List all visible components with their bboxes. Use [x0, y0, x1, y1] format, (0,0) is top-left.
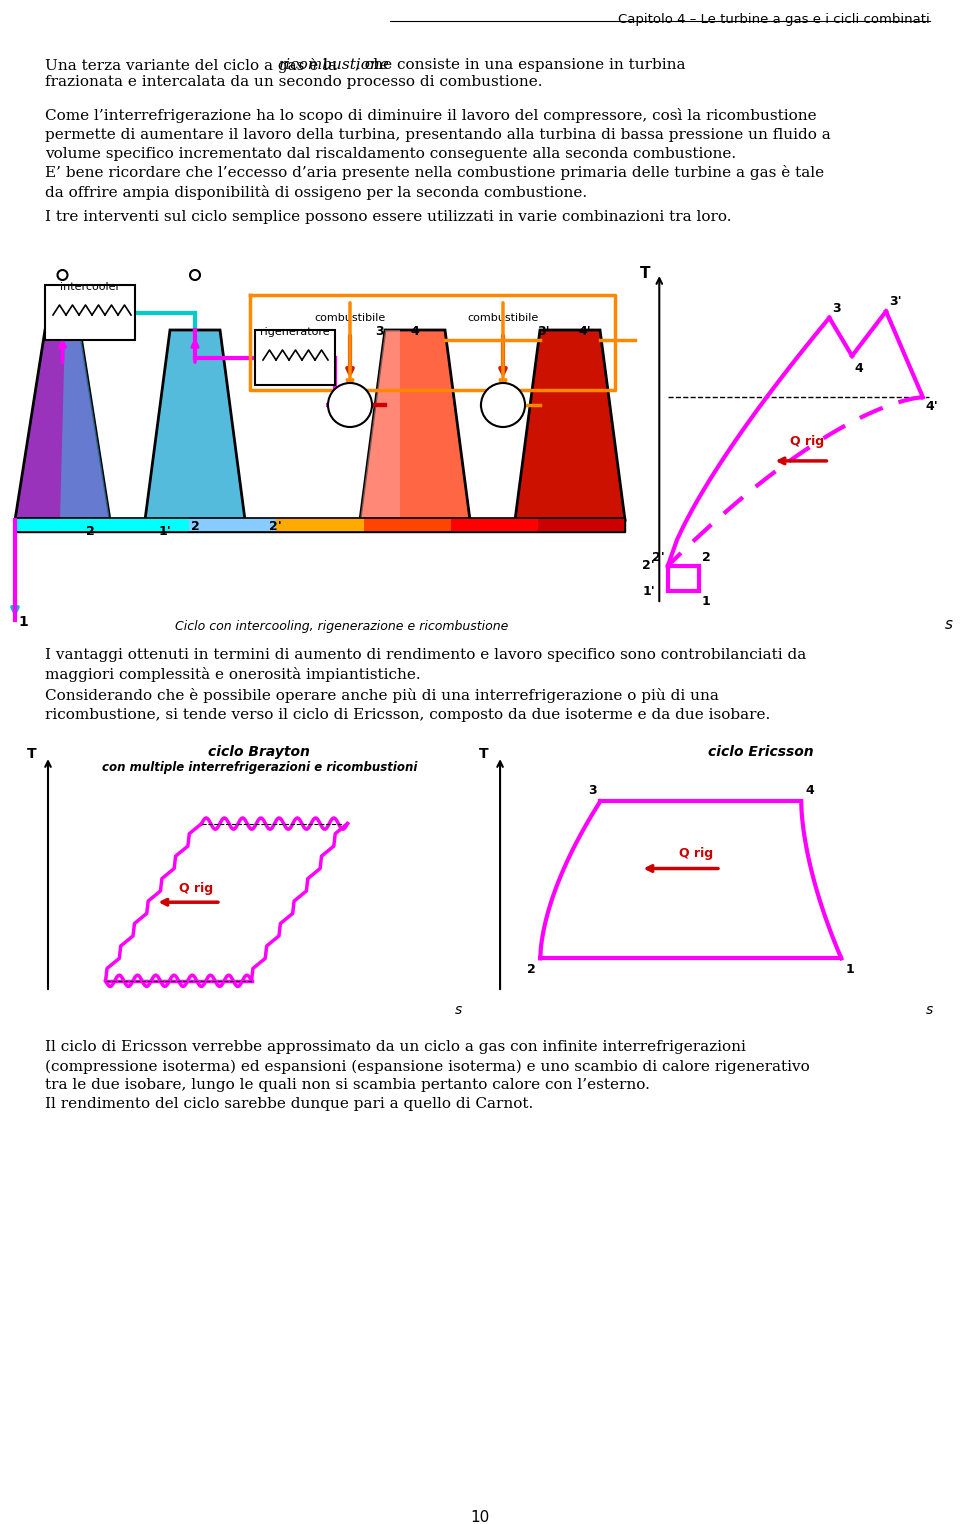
- Text: intercooler: intercooler: [60, 282, 120, 293]
- Text: T: T: [640, 265, 651, 280]
- Polygon shape: [15, 331, 110, 520]
- Text: 1': 1': [158, 524, 172, 538]
- Text: Il ciclo di Ericsson verrebbe approssimato da un ciclo a gas con infinite interr: Il ciclo di Ericsson verrebbe approssima…: [45, 1039, 809, 1111]
- Text: Considerando che è possibile operare anche più di una interrefrigerazione o più : Considerando che è possibile operare anc…: [45, 687, 770, 722]
- Polygon shape: [145, 331, 245, 520]
- Text: s: s: [926, 1003, 933, 1017]
- Circle shape: [481, 383, 525, 427]
- Text: frazionata e intercalata da un secondo processo di combustione.: frazionata e intercalata da un secondo p…: [45, 75, 542, 88]
- Text: 3: 3: [375, 325, 384, 338]
- Text: Come l’interrefrigerazione ha lo scopo di diminuire il lavoro del compressore, c: Come l’interrefrigerazione ha lo scopo d…: [45, 108, 830, 162]
- Text: 1: 1: [18, 616, 28, 629]
- Text: 2': 2': [652, 552, 665, 564]
- Bar: [45, 285, 135, 340]
- Text: E’ bene ricordare che l’eccesso d’aria presente nella combustione primaria delle: E’ bene ricordare che l’eccesso d’aria p…: [45, 165, 824, 200]
- Text: 10: 10: [470, 1510, 490, 1524]
- Bar: [15, 518, 625, 532]
- Bar: [450, 518, 538, 532]
- Text: 3: 3: [588, 783, 596, 797]
- Text: Q rig: Q rig: [789, 436, 824, 448]
- Polygon shape: [60, 331, 110, 520]
- Text: ciclo Ericsson: ciclo Ericsson: [708, 745, 814, 759]
- Text: 2': 2': [642, 559, 655, 573]
- Text: I tre interventi sul ciclo semplice possono essere utilizzati in varie combinazi: I tre interventi sul ciclo semplice poss…: [45, 210, 732, 224]
- Text: 4': 4': [925, 401, 939, 413]
- Circle shape: [190, 270, 200, 280]
- Text: con multiple interrefrigerazioni e ricombustioni: con multiple interrefrigerazioni e ricom…: [102, 760, 417, 774]
- Bar: [102, 518, 189, 532]
- Text: , che consiste in una espansione in turbina: , che consiste in una espansione in turb…: [355, 58, 685, 72]
- Text: s: s: [455, 1003, 463, 1017]
- Bar: [255, 331, 335, 386]
- Text: 3': 3': [537, 325, 549, 338]
- Bar: [276, 518, 364, 532]
- Text: I vantaggi ottenuti in termini di aumento di rendimento e lavoro specifico sono : I vantaggi ottenuti in termini di aument…: [45, 648, 806, 683]
- Text: 1': 1': [642, 585, 655, 597]
- Text: ricombustione: ricombustione: [279, 58, 390, 72]
- Text: 4: 4: [854, 363, 864, 375]
- Bar: [364, 518, 450, 532]
- Text: s: s: [945, 617, 952, 632]
- Polygon shape: [360, 331, 400, 520]
- Bar: [538, 518, 625, 532]
- Text: 3': 3': [889, 296, 901, 308]
- Text: rigeneratore: rigeneratore: [260, 328, 330, 337]
- Text: T: T: [27, 747, 36, 760]
- Text: 4': 4': [579, 325, 591, 338]
- Text: combustibile: combustibile: [314, 312, 386, 323]
- Text: 2: 2: [702, 552, 710, 564]
- Circle shape: [58, 270, 67, 280]
- Text: 4: 4: [411, 325, 420, 338]
- Text: Una terza variante del ciclo a gas è la: Una terza variante del ciclo a gas è la: [45, 58, 342, 73]
- Text: 2: 2: [85, 524, 94, 538]
- Polygon shape: [360, 331, 470, 520]
- Text: combustibile: combustibile: [468, 312, 539, 323]
- Text: 4: 4: [805, 783, 814, 797]
- Circle shape: [328, 383, 372, 427]
- Text: Q rig: Q rig: [179, 882, 213, 896]
- Text: Ciclo con intercooling, rigenerazione e ricombustione: Ciclo con intercooling, rigenerazione e …: [175, 620, 509, 632]
- Text: ciclo Brayton: ciclo Brayton: [208, 745, 310, 759]
- Text: Capitolo 4 – Le turbine a gas e i cicli combinati: Capitolo 4 – Le turbine a gas e i cicli …: [618, 14, 930, 26]
- Text: 3: 3: [832, 302, 841, 314]
- Polygon shape: [515, 331, 625, 520]
- Text: 2': 2': [269, 520, 281, 533]
- Bar: [189, 518, 276, 532]
- Text: 1: 1: [702, 594, 710, 608]
- Bar: [15, 518, 102, 532]
- Text: 2: 2: [191, 520, 200, 533]
- Text: Q rig: Q rig: [679, 846, 713, 860]
- Bar: [15, 518, 625, 532]
- Text: 2: 2: [527, 963, 537, 975]
- Text: T: T: [478, 747, 488, 760]
- Text: 1: 1: [846, 963, 854, 975]
